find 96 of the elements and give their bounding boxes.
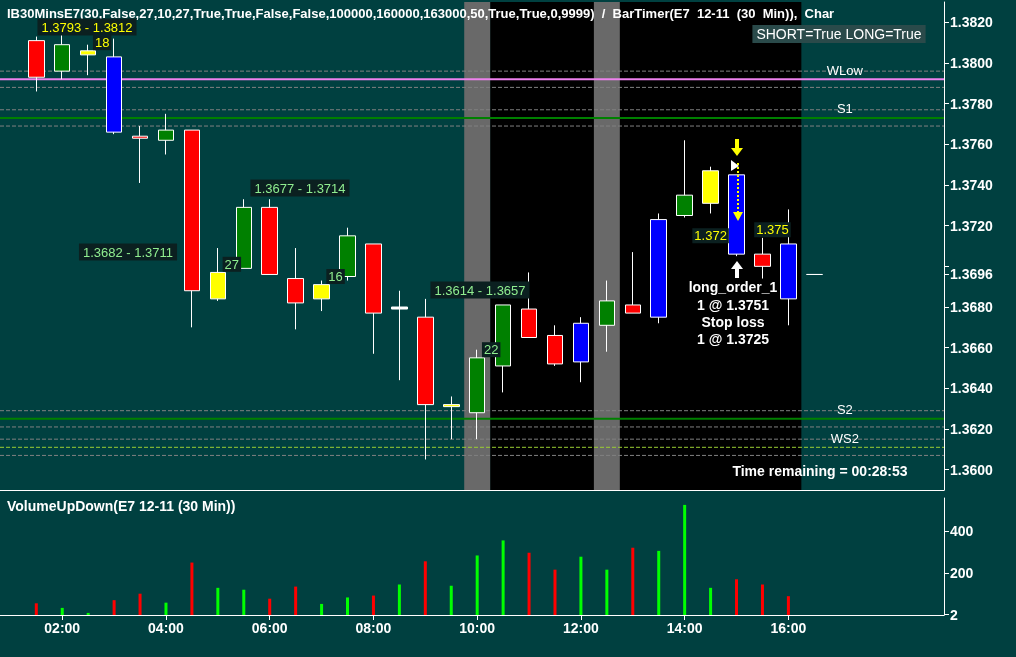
y-tick-label: 1.3720	[950, 217, 994, 234]
bar	[164, 602, 168, 615]
annotation: 1.3677 - 1.3714	[254, 180, 346, 196]
ref-line-label: WS2	[830, 430, 859, 446]
annotation: 18	[94, 35, 110, 51]
bar	[475, 555, 479, 615]
annotation: Stop loss	[701, 314, 765, 330]
bar	[138, 593, 142, 615]
chart-title: VolumeUpDown(E7 12-11 (30 Min))	[7, 498, 236, 514]
bar	[423, 561, 427, 615]
annotation: 16	[328, 269, 343, 284]
x-tick-label: 08:00	[355, 620, 392, 636]
y-tick-label: 1.3740	[950, 177, 994, 193]
y-tick-label: 1.3640	[950, 380, 994, 397]
bar	[60, 607, 64, 615]
candlestick	[132, 125, 148, 184]
y-tick-label: 1.3620	[950, 421, 994, 437]
bar	[501, 540, 505, 615]
annotation: 1 @ 1.3725	[696, 331, 770, 347]
candlestick	[599, 280, 615, 353]
candlestick	[261, 198, 278, 275]
annotation: SHORT=True LONG=True	[756, 26, 922, 42]
bar	[605, 569, 609, 615]
bar	[449, 585, 453, 615]
candlestick	[443, 395, 460, 440]
candlestick	[365, 243, 382, 355]
candlestick	[625, 251, 641, 314]
annotation: long_order_1	[688, 279, 778, 295]
x-tick-label: 06:00	[251, 620, 288, 636]
chart-title: IB30MinsE7(30,False,27,10,27,True,True,False,False,100000,160000,163000,50,True,True,0,9999) / BarTimer(E7 12-11 (30 Min)), Char	[7, 6, 835, 21]
candlestick	[313, 280, 330, 312]
bar	[320, 603, 324, 615]
candlestick	[650, 212, 667, 324]
bar	[371, 595, 375, 615]
candlestick	[573, 316, 589, 383]
y-tick-label: 1.3820	[950, 14, 994, 31]
bar	[709, 587, 713, 615]
ref-line-label: S2	[836, 402, 853, 418]
bar	[657, 550, 661, 615]
candlestick	[417, 298, 434, 460]
candlestick	[754, 237, 771, 280]
y-tick-label: 1.3696	[950, 266, 994, 283]
bar	[112, 600, 116, 615]
annotation: 22	[483, 342, 499, 358]
candlestick	[391, 290, 408, 381]
candlestick	[287, 247, 304, 330]
bar	[683, 504, 687, 615]
annotation: 1.375	[756, 222, 789, 238]
x-tick-label: 04:00	[148, 620, 185, 636]
annotation: 1.3614 - 1.3657	[434, 282, 526, 298]
ref-line-label: S1	[836, 101, 853, 117]
bar	[527, 552, 531, 615]
candlestick	[54, 34, 70, 80]
y-tick-label: 1.3660	[950, 339, 994, 356]
bar	[86, 612, 90, 615]
y-tick-label: 400	[950, 523, 974, 540]
bar	[397, 584, 401, 615]
candlestick	[210, 247, 226, 302]
bar	[346, 597, 350, 615]
bar	[579, 556, 583, 615]
x-tick-label: 16:00	[770, 620, 807, 636]
bar	[553, 569, 557, 615]
y-tick-label: 1.3780	[950, 95, 994, 112]
annotation: 27	[224, 256, 240, 272]
annotation: 1 @ 1.3751	[696, 297, 770, 313]
candlestick	[547, 324, 563, 367]
y-tick-label: 1.3680	[950, 299, 994, 315]
bar	[786, 596, 790, 615]
x-tick-label: 14:00	[666, 620, 703, 636]
bar	[242, 589, 246, 615]
y-tick-label: 200	[950, 565, 974, 582]
candlestick	[184, 129, 200, 328]
x-tick-label: 02:00	[44, 620, 81, 636]
bar	[735, 579, 739, 615]
bar	[190, 562, 194, 615]
bar	[294, 586, 298, 615]
candlestick	[28, 36, 45, 92]
y-tick-label: 2	[950, 606, 958, 623]
x-tick-label: 10:00	[459, 620, 496, 636]
bar	[631, 547, 635, 615]
annotation: 1.3682 - 1.3711	[82, 244, 174, 260]
annotation: Time remaining = 00:28:53	[732, 463, 908, 479]
candlestick	[676, 139, 693, 219]
y-tick-label: 1.3800	[950, 55, 994, 71]
annotation: 1.372	[694, 228, 727, 244]
bar	[268, 598, 272, 615]
bar	[34, 603, 38, 615]
bar	[216, 587, 220, 615]
candlestick	[80, 44, 96, 76]
ref-line-label: WLow	[826, 62, 864, 78]
bar	[760, 584, 764, 615]
candlestick	[702, 166, 719, 214]
y-tick-label: 1.3600	[950, 461, 994, 478]
annotation: 1.3793 - 1.3812	[41, 19, 133, 35]
x-tick-label: 12:00	[563, 620, 600, 636]
y-tick-label: 1.3760	[950, 136, 994, 153]
